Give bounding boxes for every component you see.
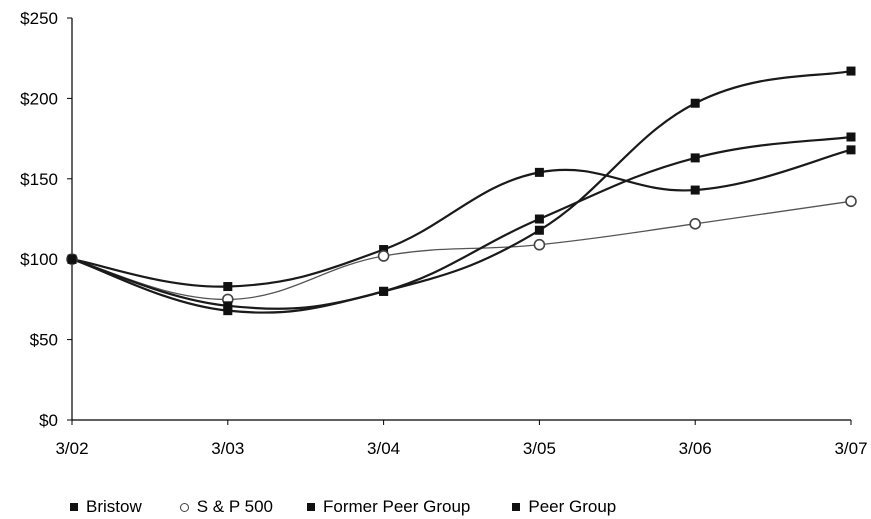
data-point-peer-group (379, 286, 389, 296)
data-point-peer-group (690, 153, 700, 163)
x-axis-tick-labels: 3/02 3/03 3/04 3/05 3/06 3/07 (55, 439, 867, 458)
series-line-peer-group (71, 135, 852, 310)
y-tick-label: $200 (20, 89, 58, 108)
y-axis-tick-labels: $0 $50 $100 $150 $200 $250 (20, 9, 58, 430)
legend-square-marker-icon (512, 503, 521, 511)
data-point-peer-group (846, 132, 856, 142)
line-chart: $0$50$100$150$200$250 3/02 3/03 3/04 3/05 3/… (20, 9, 867, 458)
x-tick-label: 3/07 (834, 439, 867, 458)
legend-label: Bristow (86, 497, 142, 516)
data-point-bristow (379, 245, 389, 255)
x-tick-label: 3/03 (211, 439, 244, 458)
data-point-peer-group (534, 214, 544, 224)
y-tick-label: $100 (20, 250, 58, 269)
data-point-bristow (223, 282, 233, 292)
data-point-former-peer-group (534, 225, 544, 235)
data-point-s-p-500 (689, 218, 702, 230)
legend-item-former-peer-group: Former Peer Group (306, 497, 471, 517)
series-line-former-peer-group (71, 69, 852, 314)
series-lines (71, 69, 852, 314)
data-point-bristow (690, 185, 700, 195)
legend-label: S & P 500 (196, 497, 273, 516)
legend-label: Peer Group (528, 497, 617, 516)
data-point-former-peer-group (690, 98, 700, 108)
x-tick-label: 3/05 (523, 439, 556, 458)
series-line-bristow (71, 148, 852, 288)
data-point-peer-group (67, 254, 77, 264)
y-tick-label: $0 (39, 411, 58, 430)
series-markers (66, 66, 857, 316)
y-tick-label: $250 (20, 9, 58, 28)
legend-square-marker-icon (70, 503, 78, 511)
series-line-s-p-500 (71, 200, 852, 301)
legend-square-marker-icon (306, 503, 315, 511)
data-point-former-peer-group (223, 306, 233, 316)
chart-axes (67, 17, 852, 425)
y-tick-label: $150 (20, 170, 58, 189)
data-point-s-p-500 (533, 238, 546, 251)
legend-item-peer-group: Peer Group (512, 497, 616, 517)
data-point-peer-group (223, 301, 233, 311)
data-point-former-peer-group (846, 66, 856, 76)
data-point-bristow (534, 167, 544, 177)
y-tick-label: $50 (30, 331, 58, 350)
data-point-bristow (846, 145, 856, 155)
legend-label: Former Peer Group (322, 497, 471, 516)
x-tick-label: 3/04 (367, 439, 400, 458)
x-tick-label: 3/02 (55, 439, 88, 458)
x-tick-label: 3/06 (679, 439, 712, 458)
data-point-s-p-500 (377, 250, 390, 262)
legend-item-sp500: S & P 500 (179, 497, 273, 517)
legend-circle-marker-icon (179, 502, 189, 512)
data-point-s-p-500 (845, 195, 857, 208)
chart-legend: Bristow S & P 500 Former Peer Group Peer… (70, 497, 616, 517)
legend-item-bristow: Bristow (70, 497, 142, 517)
